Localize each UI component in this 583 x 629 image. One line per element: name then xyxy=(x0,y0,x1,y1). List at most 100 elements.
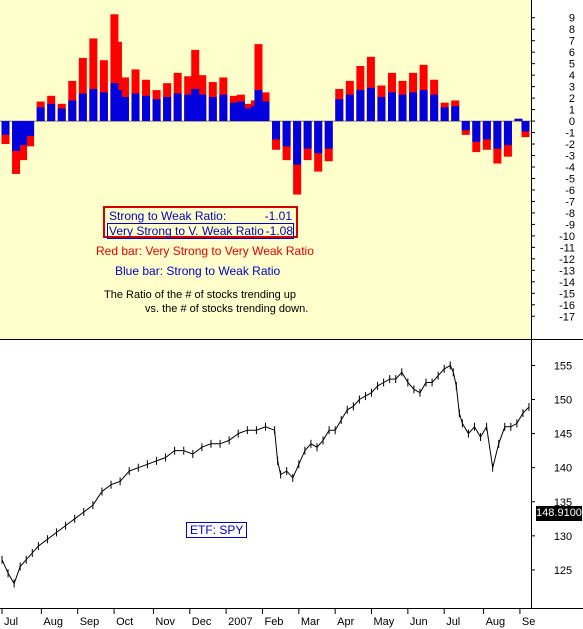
blue-bar xyxy=(236,101,245,122)
blue-bar xyxy=(503,121,512,146)
top-y-tick-label: 6 xyxy=(569,47,575,59)
top-y-tick-label: 2 xyxy=(569,93,575,105)
blue-bar xyxy=(272,121,281,140)
blue-bar-note: Blue bar: Strong to Weak Ratio xyxy=(115,264,281,278)
bottom-y-tick-label: 125 xyxy=(554,565,572,577)
bottom-y-tick-label: 150 xyxy=(554,395,572,407)
blue-bar xyxy=(47,103,56,122)
red-bar xyxy=(113,41,122,122)
blue-bar xyxy=(184,94,193,122)
top-y-tick-label: -5 xyxy=(565,173,575,185)
top-y-tick-label: -10 xyxy=(559,231,575,243)
blue-bar xyxy=(377,96,386,122)
top-y-tick-label: -9 xyxy=(565,219,575,231)
blue-bar xyxy=(36,107,45,122)
blue-bar xyxy=(191,88,200,122)
blue-bar xyxy=(219,94,228,122)
x-tick-label: Aug xyxy=(486,616,506,628)
top-y-tick-label: 9 xyxy=(569,13,575,25)
x-tick-label: 2007 xyxy=(228,616,252,628)
blue-bar xyxy=(293,121,302,165)
blue-bar xyxy=(461,121,470,131)
top-y-tick-label: -7 xyxy=(565,196,575,208)
blue-bar xyxy=(440,107,449,122)
top-y-tick-label: -8 xyxy=(565,208,575,220)
blue-bar xyxy=(26,121,35,136)
blue-bar xyxy=(314,121,323,154)
bottom-panel-background xyxy=(0,340,531,608)
blue-bar xyxy=(208,96,217,122)
strong-weak-label: Strong to Weak Ratio: xyxy=(109,209,227,223)
bottom-y-tick-label: 140 xyxy=(554,463,572,475)
breadth-bars xyxy=(0,14,531,195)
blue-bar xyxy=(419,90,428,122)
blue-bar xyxy=(142,95,151,122)
top-y-tick-label: 5 xyxy=(569,59,575,71)
blue-bar xyxy=(152,99,161,122)
blue-bar xyxy=(19,121,28,146)
blue-bar xyxy=(482,121,491,140)
blue-bar xyxy=(243,108,252,122)
blue-bar xyxy=(57,108,66,122)
blue-bar xyxy=(131,93,140,122)
x-tick-label: Jul xyxy=(4,616,18,628)
red-bar xyxy=(254,44,263,122)
red-bar xyxy=(78,57,87,122)
blue-bar xyxy=(345,94,354,122)
top-y-tick-label: -2 xyxy=(565,139,575,151)
axis-ticks: 9876543210-1-2-3-4-5-6-7-8-9-10-11-12-13… xyxy=(1,13,575,628)
very-strong-label: Very Strong to V. Weak Ratio xyxy=(109,224,264,238)
top-y-tick-label: -11 xyxy=(560,242,575,254)
x-tick-label: Sep xyxy=(80,616,100,628)
bottom-y-tick-label: 155 xyxy=(554,360,572,372)
red-bar xyxy=(191,49,200,122)
bottom-y-tick-label: 135 xyxy=(554,497,572,509)
etf-label: ETF: SPY xyxy=(186,522,248,538)
bottom-y-tick-label: 145 xyxy=(554,429,572,441)
top-y-tick-label: -4 xyxy=(565,162,575,174)
x-tick-label: Jul xyxy=(446,616,460,628)
blue-bar xyxy=(409,92,418,122)
price-series xyxy=(1,361,530,588)
blue-bar xyxy=(521,121,530,132)
top-y-tick-label: -12 xyxy=(559,254,575,266)
last-price-badge: 148.9100 xyxy=(536,506,582,521)
blue-bar xyxy=(261,101,270,122)
blue-bar xyxy=(430,94,439,122)
x-tick-label: Nov xyxy=(155,616,175,628)
strong-weak-row: Strong to Weak Ratio: -1.01 xyxy=(109,209,292,223)
blue-bar xyxy=(12,121,21,151)
ratio-box: Strong to Weak Ratio: -1.01 Very Strong … xyxy=(103,206,298,239)
bottom-y-tick-label: 130 xyxy=(554,531,572,543)
x-tick-label: Aug xyxy=(43,616,63,628)
x-tick-label: Dec xyxy=(192,616,212,628)
x-tick-label: Feb xyxy=(264,616,283,628)
red-bar xyxy=(89,38,98,122)
description-line-2: vs. the # of stocks trending down. xyxy=(145,303,309,315)
top-y-tick-label: -6 xyxy=(565,185,575,197)
blue-bar xyxy=(1,121,10,135)
blue-bar xyxy=(398,94,407,122)
blue-bar xyxy=(99,92,108,122)
blue-bar xyxy=(254,90,263,122)
blue-bar xyxy=(68,100,77,122)
blue-bar xyxy=(78,93,87,122)
top-y-tick-label: -15 xyxy=(559,288,575,300)
red-bar xyxy=(99,60,108,122)
top-y-tick-label: -1 xyxy=(565,128,575,140)
blue-bar xyxy=(89,88,98,122)
top-y-tick-label: 0 xyxy=(569,116,575,128)
blue-bar xyxy=(113,90,122,122)
blue-bar xyxy=(366,87,375,122)
x-tick-label: Apr xyxy=(337,616,354,628)
top-y-tick-label: -17 xyxy=(559,311,575,323)
top-y-tick-label: 8 xyxy=(569,24,575,36)
blue-bar xyxy=(472,121,481,142)
top-y-tick-label: 1 xyxy=(569,105,575,117)
very-strong-row: Very Strong to V. Weak Ratio -1.08 xyxy=(107,223,294,239)
top-y-tick-label: 3 xyxy=(569,82,575,94)
very-strong-value: -1.08 xyxy=(265,224,293,238)
top-y-tick-label: -14 xyxy=(559,277,575,289)
